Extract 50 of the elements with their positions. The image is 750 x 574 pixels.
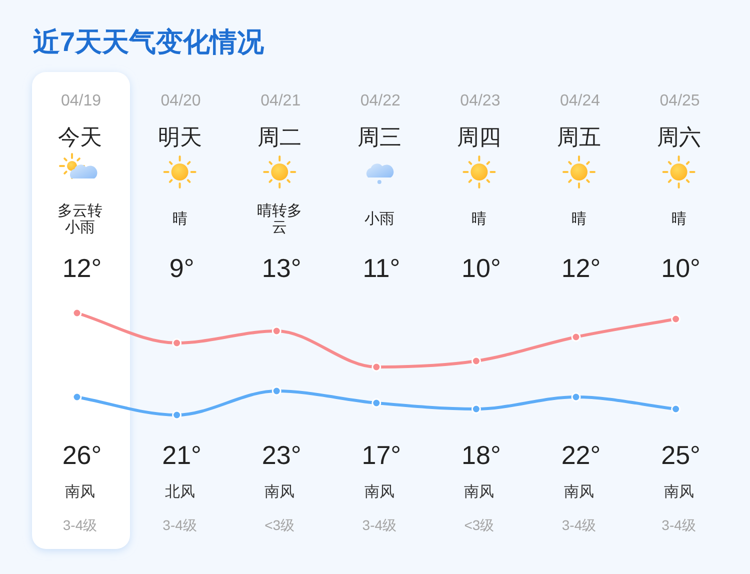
value-label: 21° xyxy=(162,440,202,470)
annotation: 南风 xyxy=(364,484,394,500)
category-label: 04/24 xyxy=(560,92,600,110)
annotation: 晴 xyxy=(572,210,586,228)
annotation: 晴 xyxy=(172,210,188,228)
value-label: 13° xyxy=(262,253,302,283)
value-label: 9° xyxy=(169,253,194,283)
annotation: 南风 xyxy=(564,484,594,500)
annotation: 3-4级 xyxy=(62,517,98,533)
value-label: 22° xyxy=(561,440,601,470)
value-label: 18° xyxy=(462,440,501,470)
value-label: 10° xyxy=(462,253,501,283)
annotation: 多云转小雨 xyxy=(58,202,102,236)
annotation: 明天 xyxy=(158,124,202,150)
value-label: 17° xyxy=(362,440,402,470)
category-label: 04/22 xyxy=(360,92,400,110)
annotation: 周三 xyxy=(357,124,402,150)
category-label: 04/23 xyxy=(460,92,500,110)
annotation: 周六 xyxy=(656,124,701,150)
value-label: 10° xyxy=(661,253,700,283)
annotation: 3-4级 xyxy=(162,517,197,533)
annotation: 周四 xyxy=(457,124,502,150)
annotation: <3级 xyxy=(264,517,295,533)
annotation: 晴 xyxy=(472,210,487,228)
annotation: 3-4级 xyxy=(662,517,696,533)
annotation: 今天 xyxy=(58,124,102,150)
annotation: 3-4级 xyxy=(362,517,397,533)
value-label: 12° xyxy=(561,253,601,283)
value-label: 26° xyxy=(62,440,102,470)
category-label: 04/25 xyxy=(660,92,700,110)
annotation: 3-4级 xyxy=(562,517,596,533)
annotation: 南风 xyxy=(65,484,95,500)
category-label: 04/21 xyxy=(260,92,301,110)
value-label: 23° xyxy=(262,440,302,470)
annotation: 南风 xyxy=(464,484,494,500)
annotation: 周五 xyxy=(557,124,601,150)
annotation: 小雨 xyxy=(364,210,394,228)
value-label: 11° xyxy=(362,253,400,283)
category-label: 04/19 xyxy=(60,92,102,110)
value-label: 25° xyxy=(661,440,700,470)
annotation: 北风 xyxy=(164,484,195,500)
annotation: 周二 xyxy=(258,124,302,150)
annotation: 晴转多云 xyxy=(257,202,302,236)
category-label: 04/20 xyxy=(160,92,201,110)
value-label: 12° xyxy=(62,253,102,283)
title: 近7天天气变化情况 xyxy=(33,27,264,57)
annotation: <3级 xyxy=(464,517,494,533)
annotation: 晴 xyxy=(671,210,686,228)
annotation: 南风 xyxy=(664,484,694,500)
annotation: 南风 xyxy=(264,484,295,500)
